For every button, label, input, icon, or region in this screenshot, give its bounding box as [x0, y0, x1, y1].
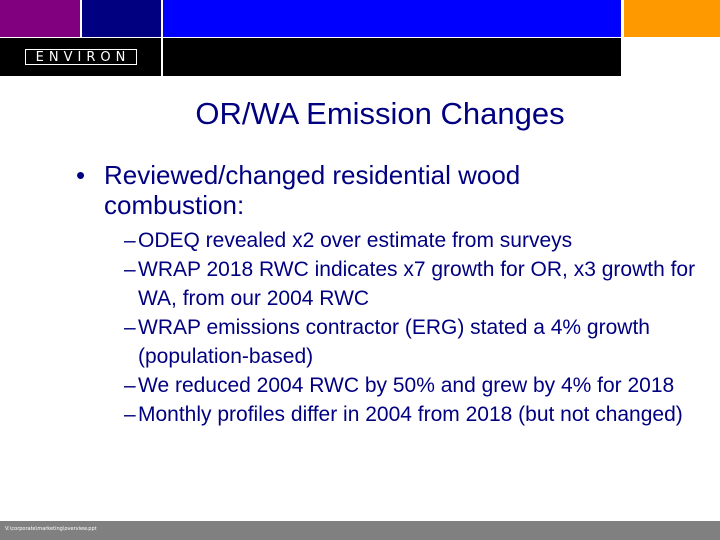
header-black-bar [163, 38, 621, 76]
footer-path: V:\corporate\marketing\overview.ppt [5, 526, 97, 532]
main-point: Reviewed/changed residential wood combus… [104, 160, 521, 220]
bullet-icon: • [76, 160, 86, 190]
dash-icon: – [124, 403, 136, 426]
sub-point: – WRAP emissions contractor (ERG) stated… [124, 313, 704, 371]
sub-point-list: – ODEQ revealed x2 over estimate from su… [124, 226, 704, 429]
sub-point-text: Monthly profiles differ in 2004 from 201… [138, 403, 683, 426]
sub-point-text: WRAP 2018 RWC indicates x7 growth for OR… [138, 258, 696, 310]
dash-icon: – [124, 258, 136, 281]
sub-point: – We reduced 2004 RWC by 50% and grew by… [124, 371, 704, 400]
sub-point-text: ODEQ revealed x2 over estimate from surv… [138, 229, 573, 252]
sub-point: – Monthly profiles differ in 2004 from 2… [124, 400, 704, 429]
sub-point-text: We reduced 2004 RWC by 50% and grew by 4… [138, 374, 675, 397]
header-band-navy [82, 0, 161, 37]
dash-icon: – [124, 316, 136, 339]
header-band-purple [0, 0, 80, 37]
sub-point-text: WRAP emissions contractor (ERG) stated a… [138, 316, 650, 368]
sub-point: – ODEQ revealed x2 over estimate from su… [124, 226, 704, 255]
sub-point: – WRAP 2018 RWC indicates x7 growth for … [124, 255, 704, 313]
slide-title: OR/WA Emission Changes [195, 96, 565, 131]
dash-icon: – [124, 229, 136, 252]
header-band-orange [624, 0, 720, 37]
logo-bar: ENVIRON [0, 38, 161, 76]
footer-bar: V:\corporate\marketing\overview.ppt [0, 521, 720, 540]
environ-logo: ENVIRON [24, 49, 137, 65]
header-band-blue [163, 0, 621, 37]
dash-icon: – [124, 374, 136, 397]
